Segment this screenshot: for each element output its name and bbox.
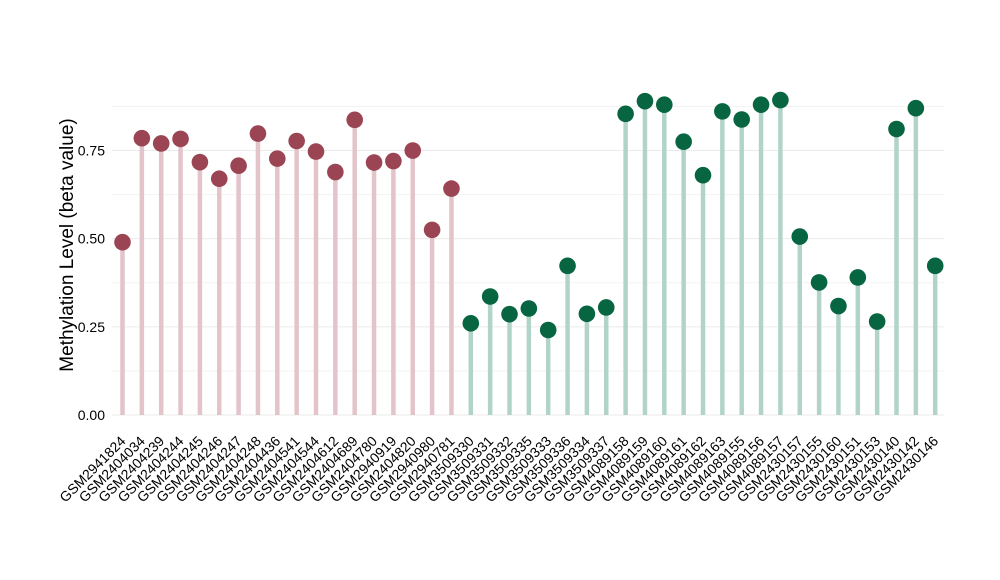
lollipop-point [926,257,944,275]
lollipop-point [269,150,286,167]
lollipop-point [327,163,344,181]
lollipop-point [539,321,557,339]
y-tick-label: 0.25 [78,319,105,335]
lollipop-point [578,305,596,323]
lollipop-point [385,152,402,170]
y-axis-title: Methylation Level (beta value) [57,118,78,371]
lollipop-point [249,125,267,142]
lollipop-point [288,132,305,150]
lollipop-point [656,96,673,113]
lollipop-point [849,269,867,286]
lollipop-point [617,105,634,123]
lollipop-point [675,133,692,151]
y-tick-label: 0.75 [78,143,105,159]
lollipop-point [462,315,480,332]
lollipop-point [114,233,131,251]
y-tick-label: 0.50 [78,231,105,247]
lollipop-point [791,228,809,245]
lollipop-point [520,300,538,317]
lollipop-point [733,111,750,128]
lollipop-point [501,305,518,323]
lollipop-point [210,170,228,188]
lollipop-point [752,96,770,113]
lollipop-point [559,257,576,275]
lollipop-point [830,297,847,315]
lollipop-point [481,288,499,305]
point-layer [114,91,944,339]
lollipop-point [346,111,364,129]
lollipop-point [714,103,731,120]
lollipop-point [152,135,170,152]
lollipop-point [133,129,151,147]
lollipop-point [443,180,460,197]
lollipop-point [888,120,905,138]
y-tick-label: 0.00 [78,407,105,423]
lollipop-point [597,299,615,316]
lollipop-point [772,91,789,109]
lollipop-point [694,166,712,184]
lollipop-point [191,153,209,171]
lollipop-point [404,142,422,159]
stem-layer [120,100,938,415]
lollipop-point [810,274,828,291]
y-tick-labels: 0.00 0.25 0.50 0.75 [78,143,105,423]
lollipop-point [423,221,441,239]
x-tick-labels: GSM2941824GSM2404034GSM2404239GSM2404244… [56,433,941,506]
lollipop-point [307,143,325,160]
lollipop-point [172,130,189,148]
lollipop-point [907,99,925,117]
lollipop-point [365,154,383,171]
lollipop-point [868,313,886,330]
lollipop-point [636,92,654,110]
lollipop-point [230,157,247,174]
